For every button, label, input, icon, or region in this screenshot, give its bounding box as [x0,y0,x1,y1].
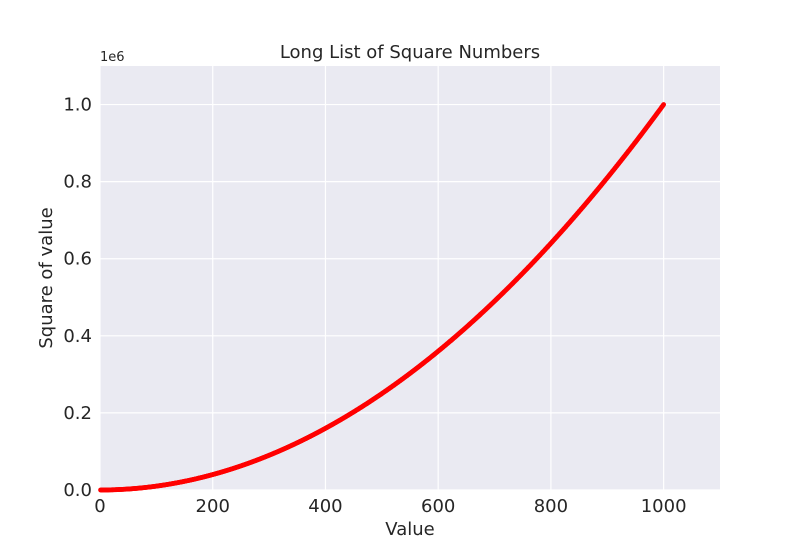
y-tick-labels: 0.0 0.2 0.4 0.6 0.8 1.0 [63,95,92,501]
y-offset-label: 1e6 [100,50,125,65]
x-tick-label: 1000 [641,496,687,517]
y-tick-label: 0.4 [63,326,92,347]
y-tick-label: 0.6 [63,249,92,270]
y-gridlines [100,103,720,491]
y-tick-label: 1.0 [63,95,92,116]
plot-area [100,66,720,490]
x-axis-label: Value [385,519,434,540]
data-points [98,102,667,493]
x-gridlines [99,66,665,490]
data-point [661,102,667,107]
x-tick-label: 600 [421,496,455,517]
x-tick-label: 400 [308,496,342,517]
x-tick-label: 200 [196,496,230,517]
x-tick-labels: 0 200 400 600 800 1000 [94,496,686,517]
x-tick-label: 0 [94,496,105,517]
y-tick-label: 0.0 [63,480,92,501]
y-tick-label: 0.8 [63,172,92,193]
y-tick-label: 0.2 [63,403,92,424]
chart-title: Long List of Square Numbers [280,42,540,63]
y-axis-label: Square of value [36,207,57,348]
x-tick-label: 800 [534,496,568,517]
